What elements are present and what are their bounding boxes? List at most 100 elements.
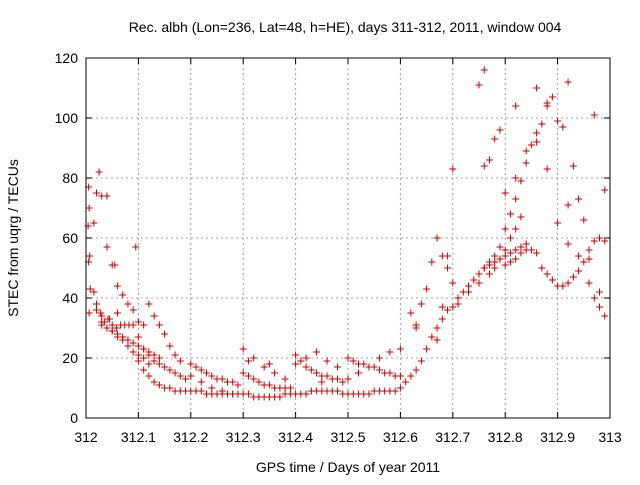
data-point (585, 246, 593, 254)
data-point (166, 342, 174, 350)
data-point (155, 381, 163, 389)
data-point (98, 321, 106, 329)
data-point (244, 372, 252, 380)
data-point (601, 312, 609, 320)
data-point (449, 279, 457, 287)
data-point (491, 264, 499, 272)
data-point (585, 255, 593, 263)
data-point (475, 81, 483, 89)
data-point (449, 303, 457, 311)
data-point (129, 348, 137, 356)
data-point (417, 300, 425, 308)
x-tick-label: 313 (598, 429, 622, 445)
x-tick-label: 312.4 (278, 429, 313, 445)
data-point (176, 357, 184, 365)
data-point (596, 303, 604, 311)
data-point (334, 363, 342, 371)
data-point (318, 378, 326, 386)
data-point (580, 258, 588, 266)
data-point (113, 309, 121, 317)
data-point (86, 252, 94, 260)
data-point (129, 321, 137, 329)
data-point (354, 369, 362, 377)
data-point (506, 249, 514, 257)
data-point (140, 345, 148, 353)
data-point (417, 357, 425, 365)
data-point (470, 276, 478, 284)
y-tick-label: 120 (55, 50, 79, 66)
data-point (98, 312, 106, 320)
data-point (501, 225, 509, 233)
data-point (386, 369, 394, 377)
data-point (334, 387, 342, 395)
data-point (548, 276, 556, 284)
data-point (480, 162, 488, 170)
data-point (480, 66, 488, 74)
x-tick-label: 312.8 (488, 429, 523, 445)
data-point (554, 219, 562, 227)
data-point (111, 261, 119, 269)
data-point (239, 345, 247, 353)
data-point (522, 147, 530, 155)
y-tick-label: 60 (62, 230, 78, 246)
data-point (596, 234, 604, 242)
data-point (150, 378, 158, 386)
data-point (543, 270, 551, 278)
data-point (297, 357, 305, 365)
data-point (90, 288, 98, 296)
data-point (166, 384, 174, 392)
data-point (334, 375, 342, 383)
data-point (444, 306, 452, 314)
data-point (438, 303, 446, 311)
data-point (250, 375, 258, 383)
x-tick-label: 312.7 (435, 429, 470, 445)
data-point (112, 324, 120, 332)
data-point (134, 318, 142, 326)
data-point (512, 174, 520, 182)
data-point (250, 354, 258, 362)
data-point (113, 282, 121, 290)
data-point (140, 354, 148, 362)
data-point (517, 249, 525, 257)
data-point (208, 384, 216, 392)
data-point (244, 357, 252, 365)
data-point (601, 237, 609, 245)
data-point (433, 336, 441, 344)
data-point (433, 324, 441, 332)
data-point (512, 102, 520, 110)
data-point (501, 189, 509, 197)
data-point (134, 333, 142, 341)
data-point (396, 345, 404, 353)
data-point (129, 306, 137, 314)
data-point (506, 234, 514, 242)
data-point (564, 78, 572, 86)
data-point (491, 135, 499, 143)
data-point (496, 255, 504, 263)
data-point (86, 285, 94, 293)
data-point (512, 246, 520, 254)
data-point (485, 270, 493, 278)
data-point (292, 360, 300, 368)
data-point (182, 375, 190, 383)
data-point (506, 210, 514, 218)
data-point (134, 351, 142, 359)
data-point (522, 240, 530, 248)
data-point (590, 294, 598, 302)
data-point (276, 393, 284, 401)
tick-layer: 312 312.1 312.2 312.3 312.4 312.5 312.6 312.7 31… (55, 50, 622, 445)
data-point (527, 141, 535, 149)
data-point (601, 186, 609, 194)
data-point (512, 255, 520, 263)
data-point (444, 252, 452, 260)
data-point (229, 390, 237, 398)
data-point (150, 357, 158, 365)
x-axis-label: GPS time / Days of year 2011 (256, 459, 440, 475)
y-axis-label: STEC from uqrg / TECUs (5, 159, 21, 317)
data-point (543, 165, 551, 173)
data-point (590, 237, 598, 245)
data-point (140, 321, 148, 329)
data-point (92, 306, 100, 314)
data-point (155, 354, 163, 362)
data-point (145, 300, 153, 308)
